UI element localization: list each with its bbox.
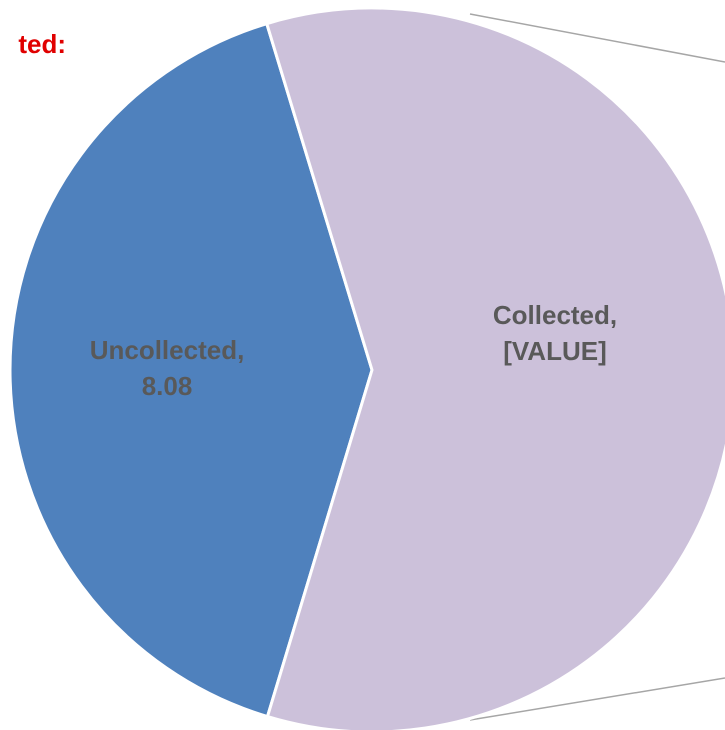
pie-slice xyxy=(264,6,725,730)
connector-line xyxy=(469,13,725,63)
data-label-value: [VALUE] xyxy=(503,336,607,366)
pie-slice xyxy=(8,21,374,719)
data-label-category: Uncollected, xyxy=(90,335,245,365)
connector-line xyxy=(469,677,725,721)
chart-title: ted: xyxy=(18,29,66,59)
data-label-value: 8.08 xyxy=(142,371,193,401)
slices xyxy=(8,6,725,730)
data-label-category: Collected, xyxy=(493,300,617,330)
